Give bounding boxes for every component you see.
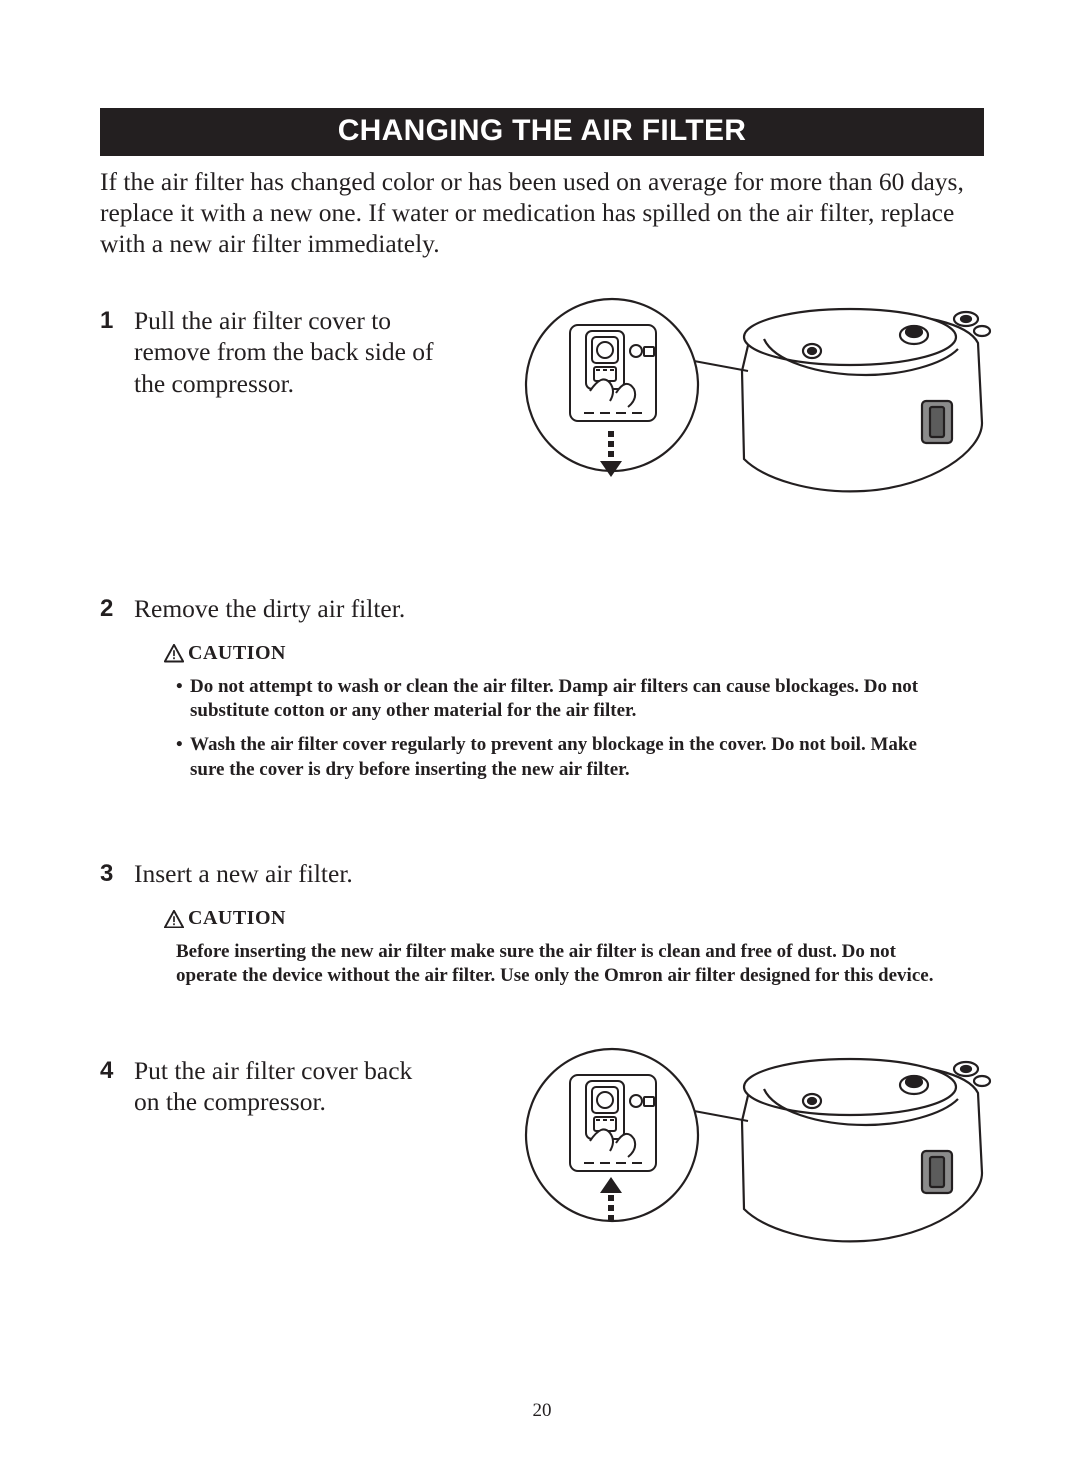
caution-item: Wash the air filter cover regularly to p… [176,733,956,782]
figure-step-1 [512,291,992,511]
step-number: 4 [100,1055,134,1085]
caution-label-text: CAUTION [188,907,286,930]
step-list: 1 Pull the air filter cover to remove fr… [100,305,984,1403]
step-text: Insert a new air filter. [134,858,984,889]
intro-paragraph: If the air filter has changed color or h… [100,166,984,259]
warning-icon [164,644,184,662]
step-number: 1 [100,305,134,335]
caution-item: Do not attempt to wash or clean the air … [176,675,956,724]
warning-icon [164,910,184,928]
step-1: 1 Pull the air filter cover to remove fr… [100,305,984,398]
step-text: Remove the dirty air filter. [134,593,984,624]
section-title: CHANGING THE AIR FILTER [100,108,984,156]
step-text: Put the air filter cover back on the com… [134,1055,434,1117]
step-2: 2 Remove the dirty air filter. CAUTION D… [100,593,984,792]
caution-paragraph: Before inserting the new air filter make… [176,940,956,989]
caution-heading: CAUTION [164,907,984,930]
page-number: 20 [100,1400,984,1422]
step-number: 3 [100,858,134,888]
step-number: 2 [100,593,134,623]
caution-list: Do not attempt to wash or clean the air … [176,675,956,782]
caution-label-text: CAUTION [188,642,286,665]
step-3: 3 Insert a new air filter. CAUTION Befor… [100,858,984,989]
caution-heading: CAUTION [164,642,984,665]
page: CHANGING THE AIR FILTER If the air filte… [100,108,984,1480]
figure-step-4 [512,1041,992,1261]
step-text: Pull the air filter cover to remove from… [134,305,434,398]
step-4: 4 Put the air filter cover back on the c… [100,1055,984,1117]
